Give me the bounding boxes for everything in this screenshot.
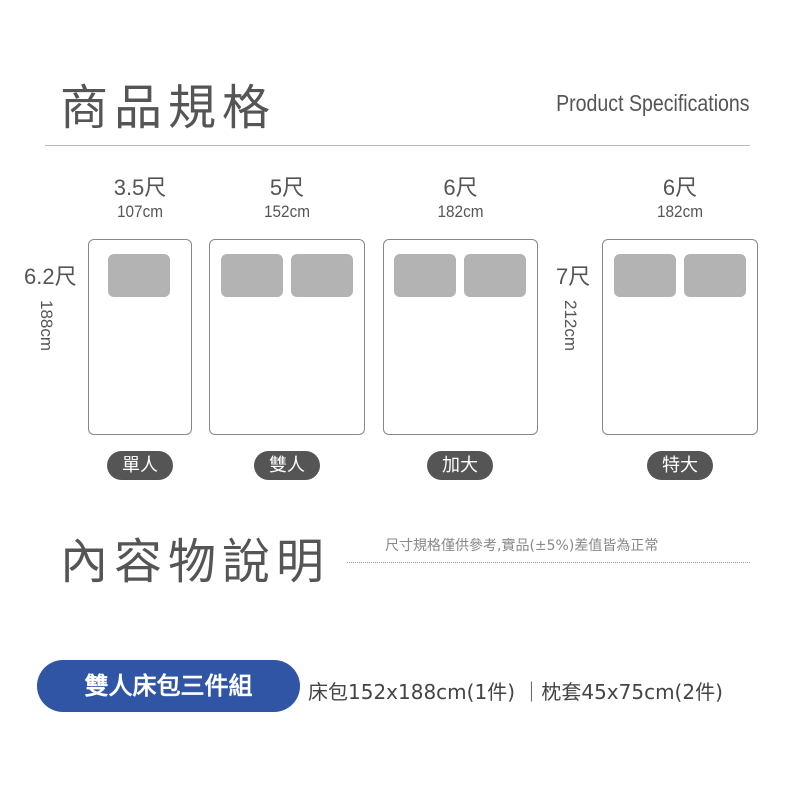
size-label: 5尺 (269, 175, 305, 200)
dotted-divider (347, 562, 750, 563)
bed-diagram-single (88, 239, 192, 435)
width-label: 182cm (437, 202, 484, 221)
bed-diagram-queen (383, 239, 538, 435)
pillow (394, 254, 456, 297)
length-size-label: 6.2尺 (24, 264, 77, 289)
page-title: 商品規格 (60, 80, 277, 136)
width-label: 182cm (657, 202, 703, 221)
pillow (221, 254, 283, 297)
bed-size-queen: 6尺 182cm (383, 175, 538, 223)
size-note: 尺寸規格僅供參考,實品(±5%)差值皆為正常 (385, 538, 659, 554)
width-label: 107cm (117, 202, 163, 221)
bed-size-king: 6尺 182cm (602, 175, 758, 223)
set-description: 床包152x188cm(1件) ｜枕套45x75cm(2件) (308, 680, 723, 704)
bed-type-badge: 雙人 (254, 451, 320, 480)
width-label: 152cm (264, 202, 310, 221)
pillow (291, 254, 353, 297)
length-cm-label: 212cm (561, 300, 580, 352)
bed-diagram-double (209, 239, 365, 435)
pillow (464, 254, 526, 297)
size-label: 6尺 (662, 175, 698, 200)
contents-title: 內容物說明 (60, 534, 331, 590)
bed-type-badge: 單人 (107, 451, 173, 480)
bed-type-badge: 特大 (647, 451, 713, 480)
bed-size-single: 3.5尺 107cm (88, 175, 192, 223)
pillow (684, 254, 746, 297)
pillow (108, 254, 170, 297)
bed-type-badge: 加大 (427, 451, 493, 480)
page-subtitle: Product Specifications (556, 90, 750, 116)
set-badge: 雙人床包三件組 (37, 660, 300, 712)
length-size-label: 7尺 (556, 264, 591, 289)
size-label: 6尺 (443, 175, 478, 200)
length-cm-label: 188cm (37, 300, 56, 352)
bed-diagram-king (602, 239, 758, 435)
size-label: 3.5尺 (113, 175, 167, 200)
bed-size-double: 5尺 152cm (209, 175, 365, 223)
divider (45, 145, 750, 146)
pillow (614, 254, 676, 297)
